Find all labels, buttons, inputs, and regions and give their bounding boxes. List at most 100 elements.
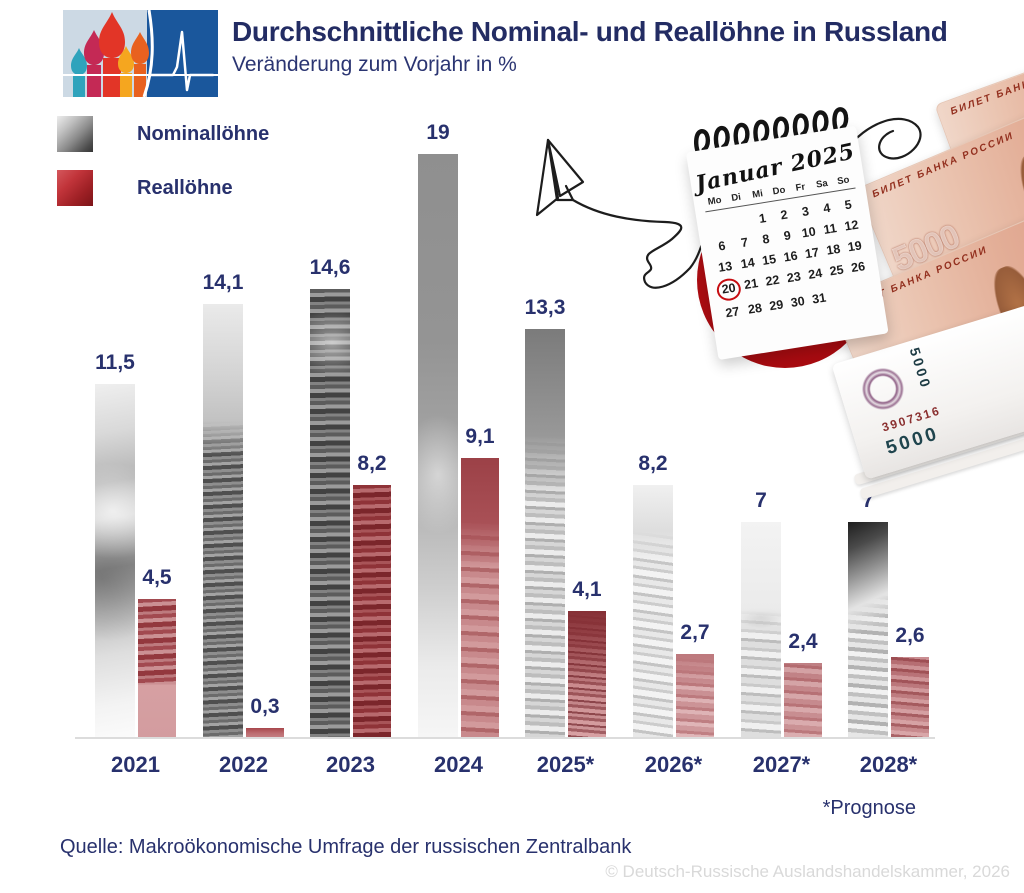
value-label-real-1: 0,3: [250, 695, 280, 718]
calendar-day: 13: [717, 258, 734, 275]
bar-nominal-4: [525, 329, 565, 737]
value-label-nominal-4: 13,3: [524, 296, 566, 319]
calendar-weekday: Do: [771, 184, 787, 198]
calendar-decor: Januar 2025 Mo Di Mi Do Fr Sa So 1 2 3 4 5 6 7 8 9 10 11…: [683, 107, 889, 361]
calendar-day: 3: [800, 204, 810, 220]
banknote-seal-icon: [852, 358, 913, 419]
value-label-real-0: 4,5: [142, 566, 172, 589]
calendar-day: 12: [843, 217, 860, 234]
calendar-day: 22: [764, 272, 781, 289]
x-axis-label-1: 2022: [219, 752, 268, 777]
value-label-real-3: 9,1: [465, 425, 495, 448]
ahk-russland-logo: [63, 10, 218, 97]
value-label-nominal-6: 7: [755, 489, 767, 512]
prognose-footnote: *Prognose: [822, 797, 916, 819]
calendar-card: Januar 2025 Mo Di Mi Do Fr Sa So 1 2 3 4 5 6 7 8 9 10 11…: [685, 125, 889, 361]
value-label-real-5: 2,7: [680, 621, 710, 644]
calendar-day: 4: [822, 200, 832, 216]
x-axis-label-4: 2025*: [536, 752, 595, 777]
calendar-spiral-binding: [694, 107, 849, 163]
cathedral-domes-icon: [71, 12, 149, 97]
page-subtitle: Veränderung zum Vorjahr in %: [232, 53, 517, 76]
bar-nominal-6: [741, 522, 781, 737]
legend-swatch-nominal-icon: [57, 116, 93, 152]
legend-label-real: Reallöhne: [137, 176, 233, 199]
bar-nominal-7: [848, 522, 888, 737]
value-label-nominal-3: 19: [426, 121, 450, 144]
source-line: Quelle: Makroökonomische Umfrage der rus…: [60, 836, 632, 858]
calendar-day: 5: [843, 197, 853, 213]
logo-right-panel: [147, 10, 218, 97]
calendar-day: 30: [789, 293, 806, 310]
doodle-squiggle: [571, 198, 709, 289]
calendar-day: [729, 211, 753, 232]
bar-nominal-1: [203, 304, 243, 737]
calendar-day: 16: [782, 248, 799, 265]
calendar-day: 28: [747, 300, 763, 317]
legend-item-real: Reallöhne: [57, 170, 233, 206]
calendar-day: 1: [758, 210, 768, 226]
bar-real-4: [568, 611, 606, 737]
calendar-weekday: Mo: [707, 194, 723, 208]
calendar-day: 15: [761, 251, 778, 268]
legend-label-nominal: Nominallöhne: [137, 122, 270, 145]
calendar-day: 25: [828, 262, 845, 279]
copyright-line: © Deutsch-Russische Auslandshandelskamme…: [605, 862, 1010, 881]
paper-plane-doodle: [535, 117, 922, 289]
calendar-day: 26: [850, 259, 867, 276]
logo-divider-curve: [142, 10, 154, 97]
value-label-nominal-7: 7: [862, 489, 874, 512]
calendar-day: 19: [846, 238, 863, 255]
logo-horizontal-line: [63, 74, 218, 76]
plane-tail: [535, 138, 560, 217]
calendar-weekday: Mi: [751, 188, 764, 201]
value-label-nominal-2: 14,6: [309, 256, 351, 279]
bar-nominal-2: [310, 289, 350, 737]
value-label-nominal-0: 11,5: [95, 351, 135, 374]
calendar-day: 9: [782, 228, 792, 244]
calendar-day: [828, 285, 852, 306]
value-label-real-6: 2,4: [788, 630, 818, 653]
calendar-day: 2: [779, 207, 789, 223]
bar-nominal-0: [95, 384, 135, 737]
calendar-day: 6: [717, 238, 727, 254]
calendar-day: [705, 215, 732, 237]
calendar-day: 14: [739, 255, 756, 272]
calendar-day: [850, 281, 874, 302]
value-label-real-2: 8,2: [357, 452, 387, 475]
doodle-loop: [840, 117, 922, 160]
calendar-day: 7: [739, 235, 750, 251]
legend-item-nominal: Nominallöhne: [57, 116, 269, 152]
page-title: Durchschnittliche Nominal- und Reallöhne…: [232, 16, 948, 47]
x-axis-label-6: 2027*: [752, 752, 811, 777]
calendar-day: 17: [804, 245, 820, 262]
calendar-day: 29: [768, 297, 785, 314]
calendar-day-highlighted: 20: [715, 276, 743, 303]
calendar-weekday: Fr: [794, 181, 807, 194]
calendar-weekday: Sa: [815, 177, 829, 191]
calendar-weekday: So: [836, 174, 851, 188]
bar-real-0: [138, 599, 176, 737]
calendar-day: 21: [743, 276, 760, 293]
x-axis-baseline: [75, 737, 935, 739]
heartbeat-pulse-icon: [149, 30, 215, 92]
value-label-real-4: 4,1: [572, 578, 602, 601]
bar-real-3: [461, 458, 499, 737]
bar-real-1: [246, 728, 284, 737]
bar-nominal-5: [633, 485, 673, 737]
x-axis-label-3: 2024: [434, 752, 483, 777]
x-axis-label-5: 2026*: [644, 752, 703, 777]
value-label-nominal-5: 8,2: [638, 452, 668, 475]
banknote-denomination: 5000: [906, 345, 935, 392]
x-axis-label-7: 2028*: [859, 752, 918, 777]
bar-real-2: [353, 485, 391, 737]
calendar-day: 8: [761, 231, 771, 247]
bar-real-6: [784, 663, 822, 737]
calendar-weekday: Di: [730, 191, 742, 205]
calendar-day: 23: [785, 269, 802, 286]
bar-nominal-3: [418, 154, 458, 737]
legend-swatch-real-icon: [57, 170, 93, 206]
calendar-day: 27: [724, 304, 741, 321]
calendar-day: 18: [825, 241, 842, 258]
